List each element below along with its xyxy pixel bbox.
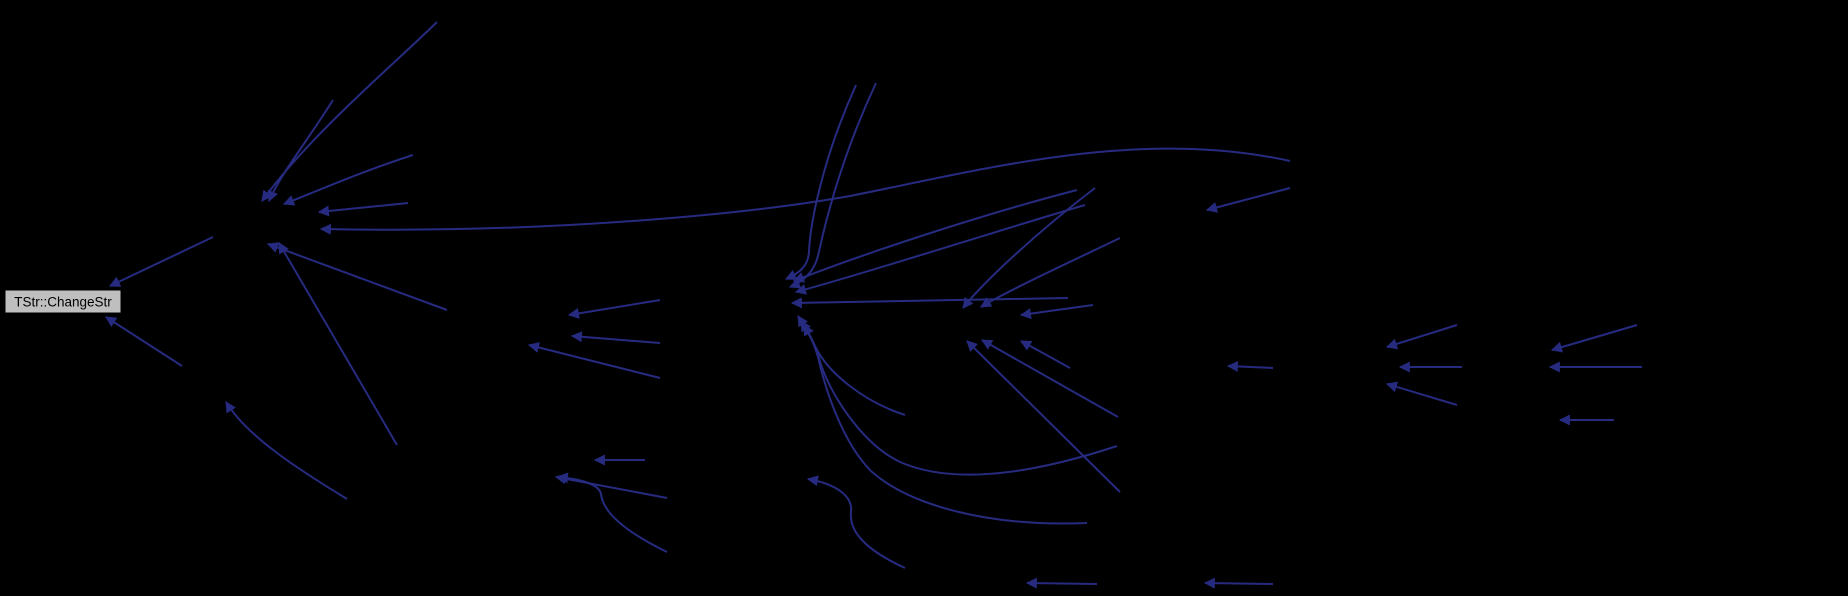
- graph-edge: [1205, 187, 1291, 213]
- graph-edge: [800, 320, 1118, 476]
- graph-node-label: TStr::ChangeStr: [14, 295, 112, 310]
- graph-edge: [266, 242, 448, 311]
- graph-edge: [109, 236, 214, 287]
- graph-edge: [527, 342, 661, 379]
- graph-edge: [1025, 577, 1098, 589]
- graph-edge: [1203, 577, 1274, 589]
- graph-edge: [556, 472, 668, 553]
- graph-edge: [1020, 340, 1071, 369]
- graph-edge: [267, 99, 334, 203]
- graph-edge: [1019, 304, 1094, 320]
- graph-edge: [790, 297, 1069, 309]
- graph-edge: [278, 242, 398, 446]
- graph-edge: [803, 324, 1088, 525]
- graph-edge: [319, 147, 1291, 235]
- graph-edge: [570, 331, 661, 344]
- graph-edge: [225, 401, 348, 500]
- graph-edge: [966, 340, 1121, 493]
- graph-edge: [797, 315, 906, 416]
- graph-edge: [784, 84, 857, 280]
- graph-edge: [554, 473, 668, 499]
- graph-edge: [792, 189, 1078, 283]
- graph-edge: [1385, 381, 1458, 406]
- graph-node-current: [4, 289, 122, 314]
- page-background-strip: [0, 596, 1848, 604]
- graph-edge: [981, 339, 1119, 418]
- graph-edge: [980, 237, 1121, 308]
- graph-edge: [567, 299, 661, 319]
- node-layer: TStr::ChangeStr: [4, 289, 122, 314]
- edges-layer: [105, 21, 1642, 589]
- graph-edge: [1550, 324, 1638, 353]
- graph-edge: [1226, 360, 1274, 372]
- graph-edge: [962, 187, 1096, 309]
- graph-edge: [282, 154, 414, 206]
- graph-edge: [261, 21, 438, 202]
- graph-edge: [1385, 324, 1458, 350]
- graph-edge: [317, 202, 409, 217]
- graph-edge: [105, 316, 183, 367]
- graph-edge: [806, 475, 906, 569]
- graph-edge: [794, 204, 1086, 295]
